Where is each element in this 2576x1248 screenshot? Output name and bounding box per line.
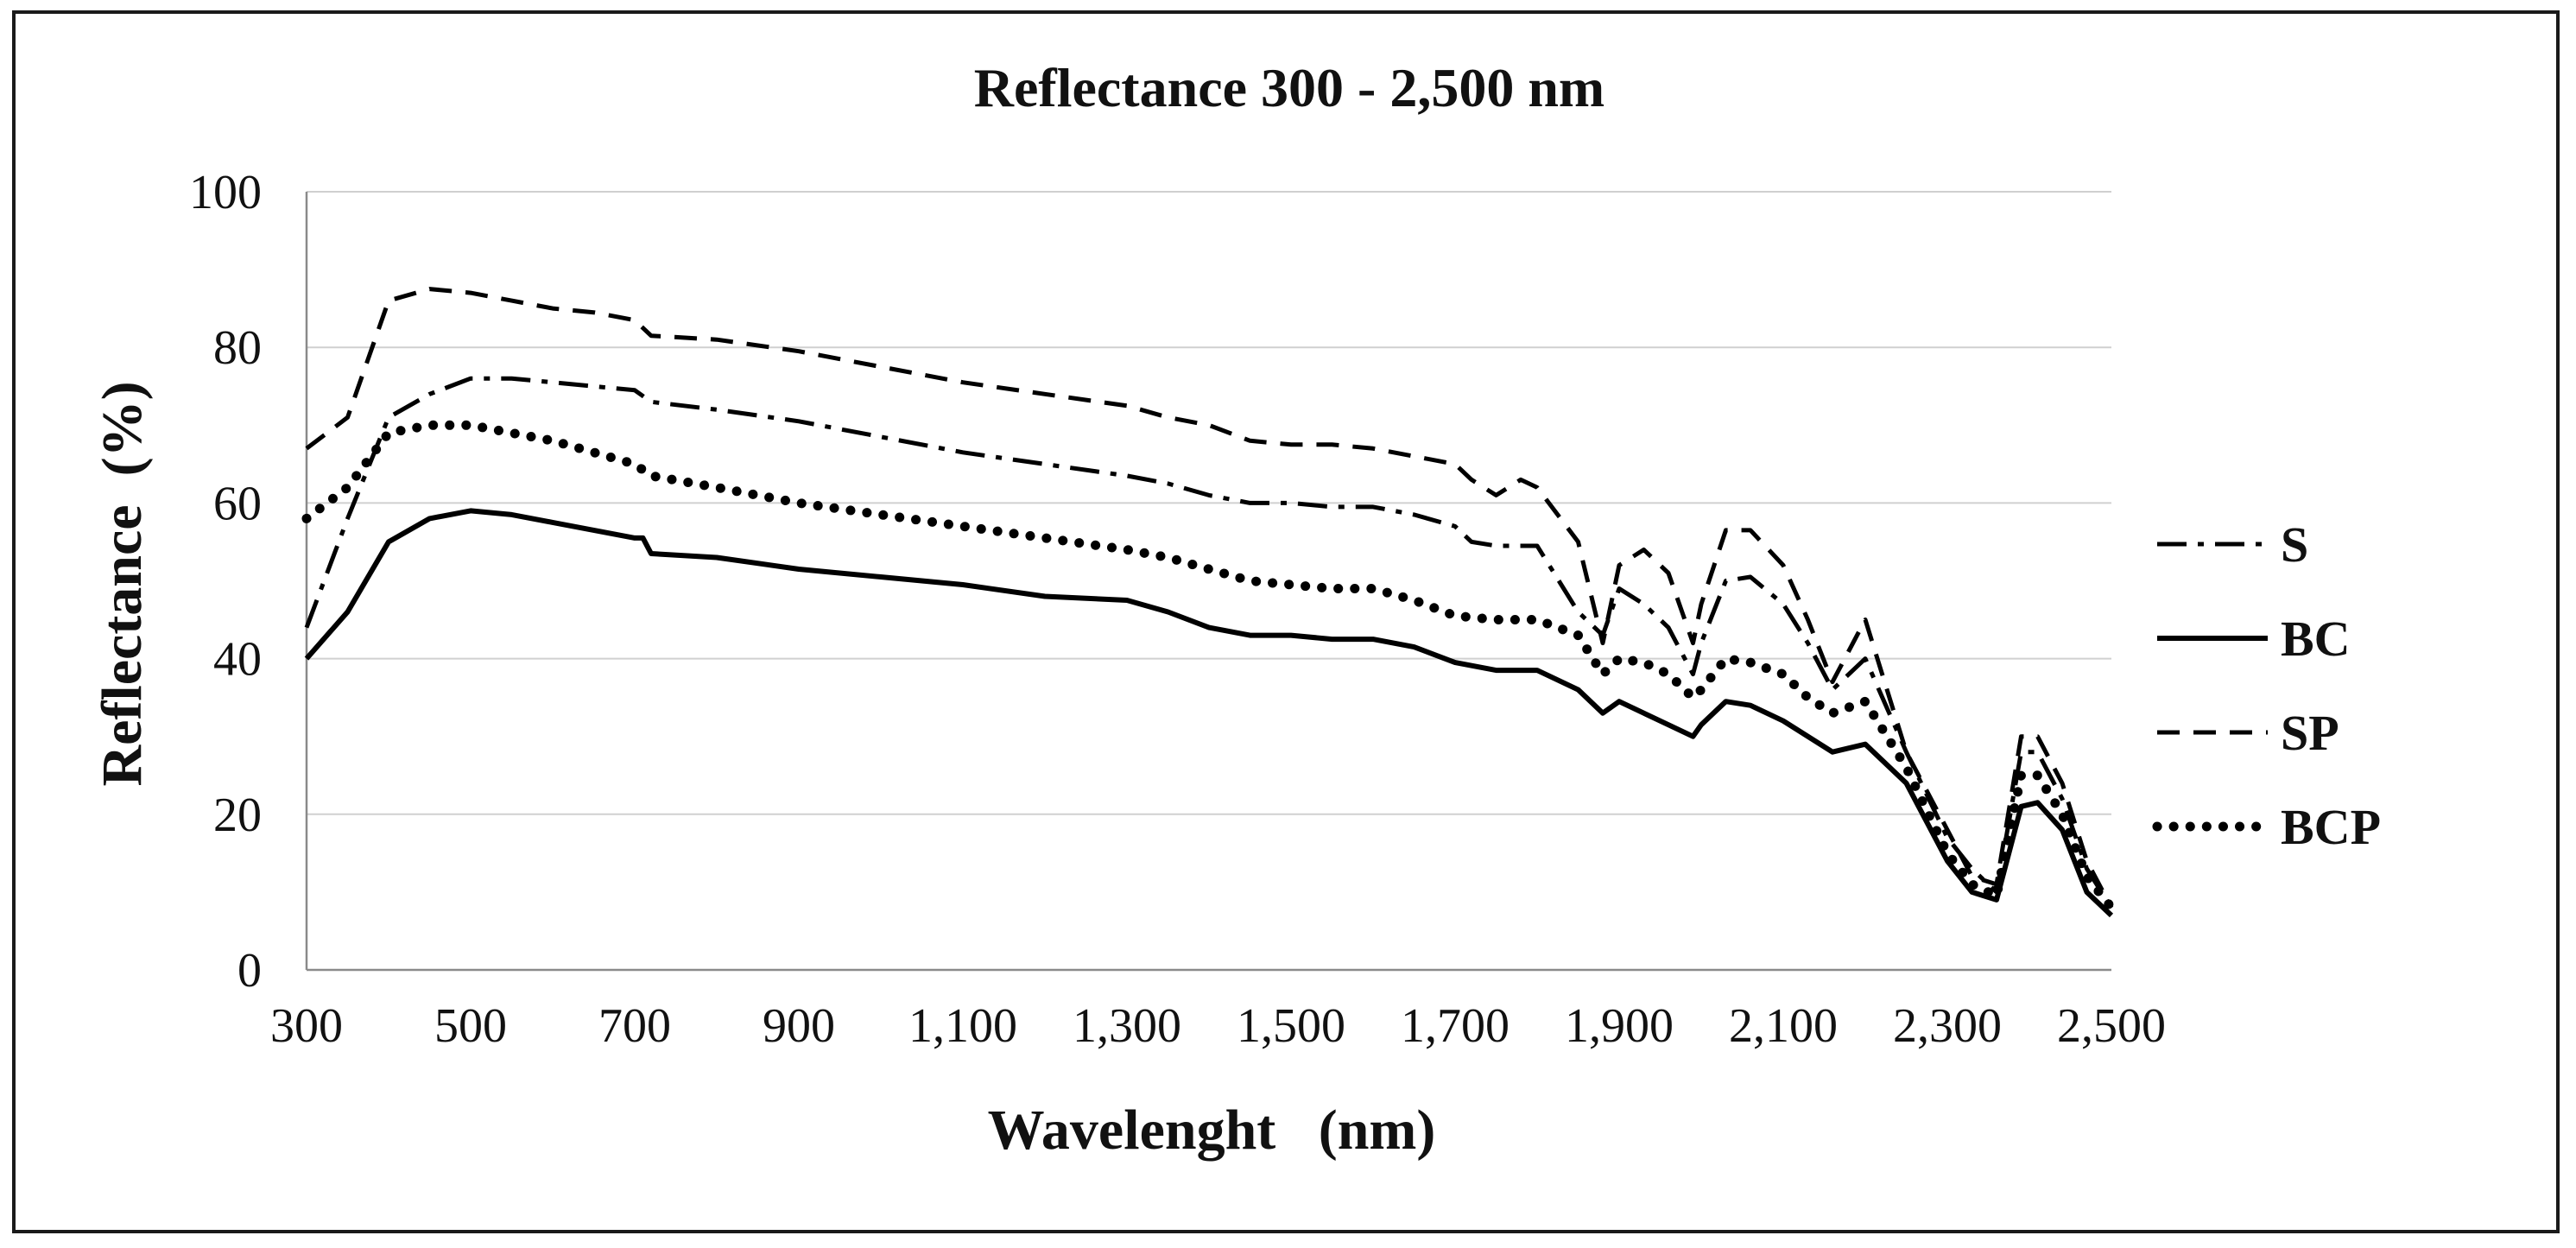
y-tick-label: 60 — [213, 477, 262, 530]
legend-label-bc: BC — [2281, 611, 2351, 667]
y-tick-label: 80 — [213, 321, 262, 375]
series-line-bcp — [301, 420, 2117, 913]
axes — [305, 192, 2111, 972]
legend-label-bcp: BCP — [2281, 799, 2381, 855]
y-tick-label: 40 — [213, 633, 262, 687]
x-tick-label: 2,100 — [1729, 999, 1838, 1053]
series-line-bc — [304, 508, 2114, 918]
legend: S BC SP BCP — [2152, 516, 2381, 855]
y-axis-title: Reflectance (%) — [91, 381, 154, 786]
x-tick-label: 2,300 — [1893, 999, 2002, 1053]
x-tick-label: 500 — [434, 999, 507, 1053]
x-tick-labels: 300 500 700 900 1,100 1,300 1,500 1,700 1,900 2,1… — [270, 999, 2166, 1053]
y-tick-label: 20 — [213, 789, 262, 842]
legend-label-s: S — [2281, 516, 2308, 573]
x-tick-label: 1,900 — [1565, 999, 1674, 1053]
x-tick-label: 900 — [763, 999, 835, 1053]
series-lines — [301, 287, 2117, 918]
series-line-sp — [305, 287, 2114, 909]
x-tick-label: 1,500 — [1237, 999, 1345, 1053]
x-tick-label: 300 — [270, 999, 343, 1053]
chart-frame — [12, 10, 2560, 1233]
legend-label-sp: SP — [2281, 705, 2339, 761]
y-tick-labels: 0 20 40 60 80 100 — [189, 166, 262, 998]
x-tick-label: 1,700 — [1401, 999, 1510, 1053]
gridlines — [307, 191, 2111, 815]
chart-title: Reflectance 300 - 2,500 nm — [974, 57, 1604, 118]
x-axis-title: Wavelenght (nm) — [988, 1099, 1436, 1162]
x-tick-label: 1,100 — [908, 999, 1017, 1053]
x-tick-label: 2,500 — [2057, 999, 2166, 1053]
y-tick-label: 0 — [237, 944, 262, 998]
x-tick-label: 1,300 — [1073, 999, 1181, 1053]
x-tick-label: 700 — [598, 999, 671, 1053]
y-tick-label: 100 — [189, 166, 262, 219]
series-line-s — [304, 376, 2114, 909]
